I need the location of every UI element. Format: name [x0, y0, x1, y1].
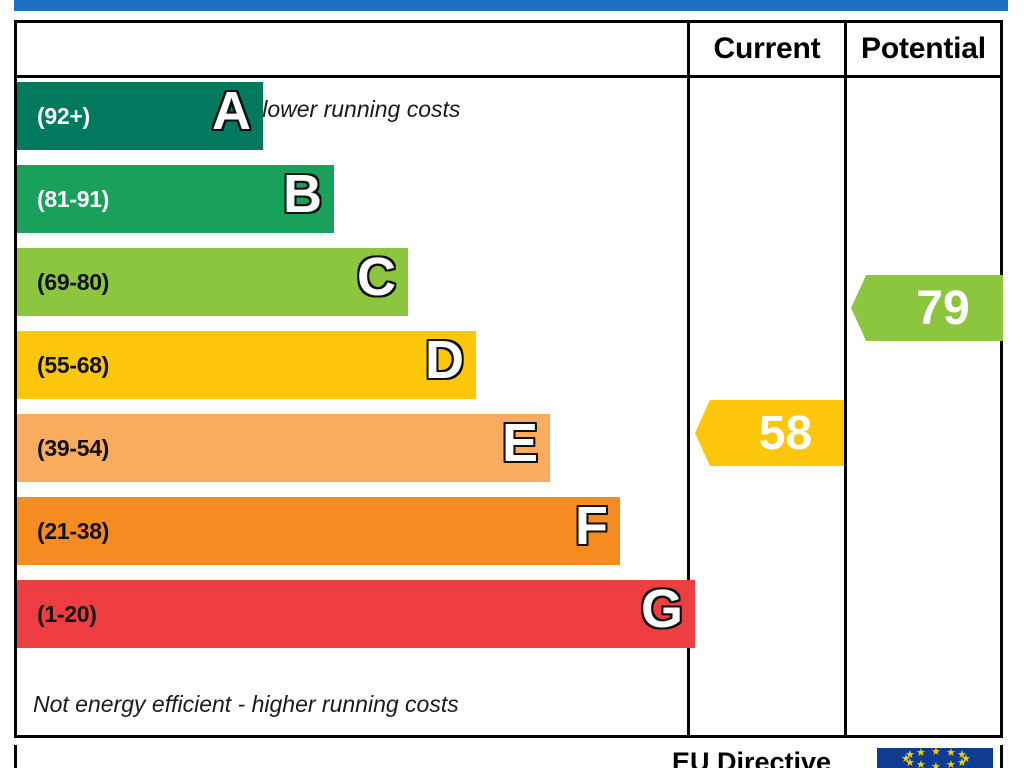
- header-cell-current: Current: [687, 23, 844, 75]
- eu-directive-row: EU Directive ★ ★ ★ ★ ★ ★ ★ ★ ★ ★ ★ ★: [14, 745, 1003, 768]
- header-cell-blank: [17, 23, 687, 75]
- potential-rating-arrow-value: 79: [916, 281, 970, 335]
- eu-flag-star: ★: [946, 759, 956, 768]
- band-letter-d: D: [424, 330, 466, 390]
- caption-not-efficient: Not energy efficient - higher running co…: [33, 691, 459, 717]
- band-letter-b: B: [282, 164, 324, 224]
- band-range-c: (69-80): [37, 268, 110, 295]
- epc-table: Current Potential Very energy efficient …: [14, 20, 1003, 738]
- current-rating-arrow-value: 58: [758, 406, 813, 460]
- eu-flag-star: ★: [905, 749, 915, 762]
- potential-rating-arrow: 79: [851, 275, 1003, 341]
- band-a: (92+) A: [17, 82, 263, 150]
- band-d: (55-68) D: [17, 331, 476, 399]
- band-e: (39-54) E: [17, 414, 550, 482]
- band-range-a: (92+): [37, 102, 90, 129]
- eu-flag-star: ★: [946, 748, 956, 759]
- band-c: (69-80) C: [17, 248, 408, 316]
- eu-flag-star: ★: [931, 748, 941, 758]
- current-rating-arrow: 58: [695, 400, 844, 466]
- top-blue-strip: [14, 0, 1008, 11]
- table-header-row: Current Potential: [17, 23, 1000, 78]
- column-divider-current: [687, 78, 690, 735]
- band-letter-c: C: [356, 247, 398, 307]
- eu-directive-label: EU Directive: [672, 747, 832, 768]
- eu-flag-star: ★: [961, 753, 971, 765]
- eu-flag-star: ★: [956, 749, 967, 762]
- eu-flag-star: ★: [905, 756, 915, 768]
- column-divider-potential: [844, 78, 847, 735]
- eu-flag-star: ★: [901, 753, 911, 765]
- eu-flag-star: ★: [916, 759, 926, 768]
- band-f: (21-38) F: [17, 497, 620, 565]
- band-range-b: (81-91): [37, 185, 110, 212]
- band-letter-e: E: [500, 413, 539, 473]
- bands-area: Very energy efficient - lower running co…: [17, 78, 695, 735]
- band-letter-a: A: [211, 81, 253, 141]
- table-footer-divider: [17, 735, 1000, 738]
- eu-flag-star: ★: [931, 760, 941, 768]
- band-range-f: (21-38): [37, 517, 110, 544]
- band-letter-g: G: [639, 579, 684, 639]
- band-range-e: (39-54): [37, 434, 110, 461]
- header-cell-potential: Potential: [844, 23, 1000, 75]
- eu-flag-star: ★: [956, 756, 967, 768]
- band-b: (81-91) B: [17, 165, 334, 233]
- band-range-d: (55-68): [37, 351, 110, 378]
- band-g: (1-20) G: [17, 580, 695, 648]
- band-letter-f: F: [574, 496, 610, 556]
- eu-flag-icon: ★ ★ ★ ★ ★ ★ ★ ★ ★ ★ ★ ★: [877, 748, 993, 768]
- band-range-g: (1-20): [37, 600, 97, 627]
- eu-flag-star: ★: [916, 748, 926, 759]
